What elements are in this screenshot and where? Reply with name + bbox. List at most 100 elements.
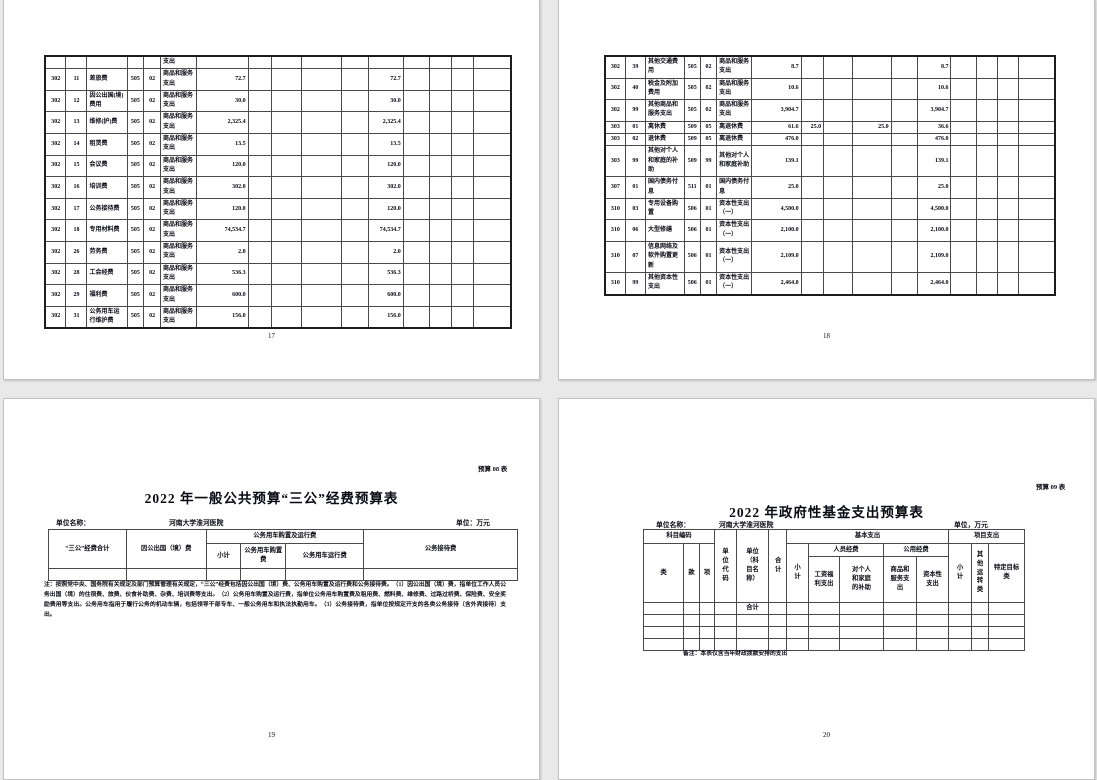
table-cell xyxy=(402,111,430,135)
table-cell: 505 xyxy=(126,284,145,307)
table-header-row: 科目编码 单位代码 单位（科目名称） 合计 基本支出 项目支出 xyxy=(643,529,1026,603)
table-cell xyxy=(699,602,715,615)
table-cell xyxy=(971,614,990,627)
table-cell: 2,109.0 xyxy=(751,241,802,273)
table-cell xyxy=(683,602,700,615)
table-cell xyxy=(786,614,809,627)
table-row: 303 99 其他对个人和家庭的补助 509 99 其他对个人和家庭补助 139.1 139.… xyxy=(604,145,1056,178)
table-cell: 商品和服务支出 xyxy=(160,284,198,307)
table-cell xyxy=(472,154,512,178)
table-cell: 2,109.0 xyxy=(916,241,952,273)
table-cell xyxy=(472,111,512,135)
table-cell xyxy=(915,614,950,627)
table-cell xyxy=(472,197,512,221)
table-cell xyxy=(971,626,990,639)
table-cell: 10.6 xyxy=(916,77,952,101)
table-cell: 2,100.0 xyxy=(751,219,802,243)
table-cell xyxy=(247,176,272,199)
table-row: 310 03 专用设备购置 506 01 资本性支出（一） 4,500.0 4,500.0 xyxy=(604,197,1056,221)
table-cell xyxy=(851,176,892,199)
table-cell: 26 xyxy=(65,241,88,264)
table-cell xyxy=(402,241,430,264)
table-cell xyxy=(823,271,853,296)
table-row xyxy=(643,638,1026,651)
table-cell xyxy=(915,602,950,615)
table-cell xyxy=(839,626,884,639)
table-cell xyxy=(950,271,977,296)
header-sangong-total: “三公”经费合计 xyxy=(48,529,127,569)
table-cell: 专用设备购置 xyxy=(645,197,685,221)
table-cell xyxy=(270,219,302,243)
table-cell: 租赁费 xyxy=(86,133,128,156)
table-cell: 其他对个人和家庭的补助 xyxy=(645,145,685,178)
table-cell: 17 xyxy=(65,197,88,221)
table-cell xyxy=(247,197,272,221)
table-cell xyxy=(1017,219,1056,243)
unit-name-label: 单位名称： xyxy=(656,522,690,529)
table-cell xyxy=(450,262,474,286)
unit-name-value: 河南大学淮河医院 xyxy=(169,520,224,527)
table-cell xyxy=(428,89,452,113)
table-cell xyxy=(247,305,272,329)
table-cell: 505 xyxy=(126,176,145,199)
table-cell: 509 xyxy=(683,133,701,147)
table-cell: 505 xyxy=(126,219,145,243)
table-cell xyxy=(270,111,302,135)
table-cell: 505 xyxy=(126,68,145,91)
table-cell xyxy=(300,305,342,329)
table-row: 302 16 培训费 505 02 商品和服务支出 302.0 302.0 xyxy=(44,176,512,199)
table-cell: 15 xyxy=(65,154,88,178)
page-number: 18 xyxy=(823,332,830,340)
header-salary-welfare: 工资福利支出 xyxy=(808,556,840,603)
header-section: 款 xyxy=(683,543,700,603)
table-cell: 99 xyxy=(624,99,647,122)
table-cell: 16 xyxy=(65,176,88,199)
table-cell xyxy=(270,284,302,307)
table-cell: 505 xyxy=(126,197,145,221)
table-cell xyxy=(890,133,918,147)
table-cell xyxy=(975,241,998,273)
table-cell: 05 xyxy=(699,133,718,147)
table-cell xyxy=(823,219,853,243)
table-cell: 303 xyxy=(604,145,626,178)
table-cell xyxy=(428,305,452,329)
table-cell xyxy=(472,241,512,264)
table-cell xyxy=(851,241,892,273)
header-project-expenditure-group: 项目支出 xyxy=(948,529,1026,544)
table-cell: 工会经费 xyxy=(86,262,128,286)
page-number: 20 xyxy=(823,731,830,739)
header-subject-code: 科目编码 xyxy=(643,529,715,544)
table-cell: 02 xyxy=(143,133,162,156)
table-row: 302 13 维修(护)费 505 02 商品和服务支出 2,325.4 2,325.4 xyxy=(44,111,512,135)
header-total: 合计 xyxy=(768,529,787,603)
page-17: 支出 302 11 差旅费 505 02 商品和服务支出 72.7 72.7 302 12 因公出国(… xyxy=(3,0,540,380)
table-cell xyxy=(1017,120,1056,135)
table-cell xyxy=(472,284,512,307)
table-cell xyxy=(340,176,369,199)
table-cell xyxy=(800,271,825,296)
table-cell xyxy=(247,241,272,264)
table-cell xyxy=(975,176,998,199)
table-row: 302 14 租赁费 505 02 商品和服务支出 13.5 13.5 xyxy=(44,133,512,156)
table-cell: 600.0 xyxy=(367,284,404,307)
table-cell xyxy=(988,638,1026,651)
table-cell xyxy=(851,55,892,79)
table-cell: 其他交通费用 xyxy=(645,55,685,79)
table-cell xyxy=(300,154,342,178)
table-cell: 476.0 xyxy=(751,133,802,147)
table-cell: 06 xyxy=(624,219,647,243)
table-cell: 02 xyxy=(143,284,162,307)
table-cell xyxy=(890,55,918,79)
table-cell: 509 xyxy=(683,145,701,178)
table-note: 备注：本表仅含当年财政拨款安排的支出 xyxy=(683,651,788,657)
table-cell xyxy=(996,77,1019,101)
table-cell xyxy=(340,241,369,264)
table-cell: 商品和服务支出 xyxy=(160,154,198,178)
table-cell xyxy=(948,602,973,615)
table-cell xyxy=(996,99,1019,122)
table-cell xyxy=(890,197,918,221)
table-cell xyxy=(975,77,998,101)
table-cell: 02 xyxy=(143,197,162,221)
table-row: 302 39 其他交通费用 505 02 商品和服务支出 8.7 8.7 xyxy=(604,55,1056,79)
